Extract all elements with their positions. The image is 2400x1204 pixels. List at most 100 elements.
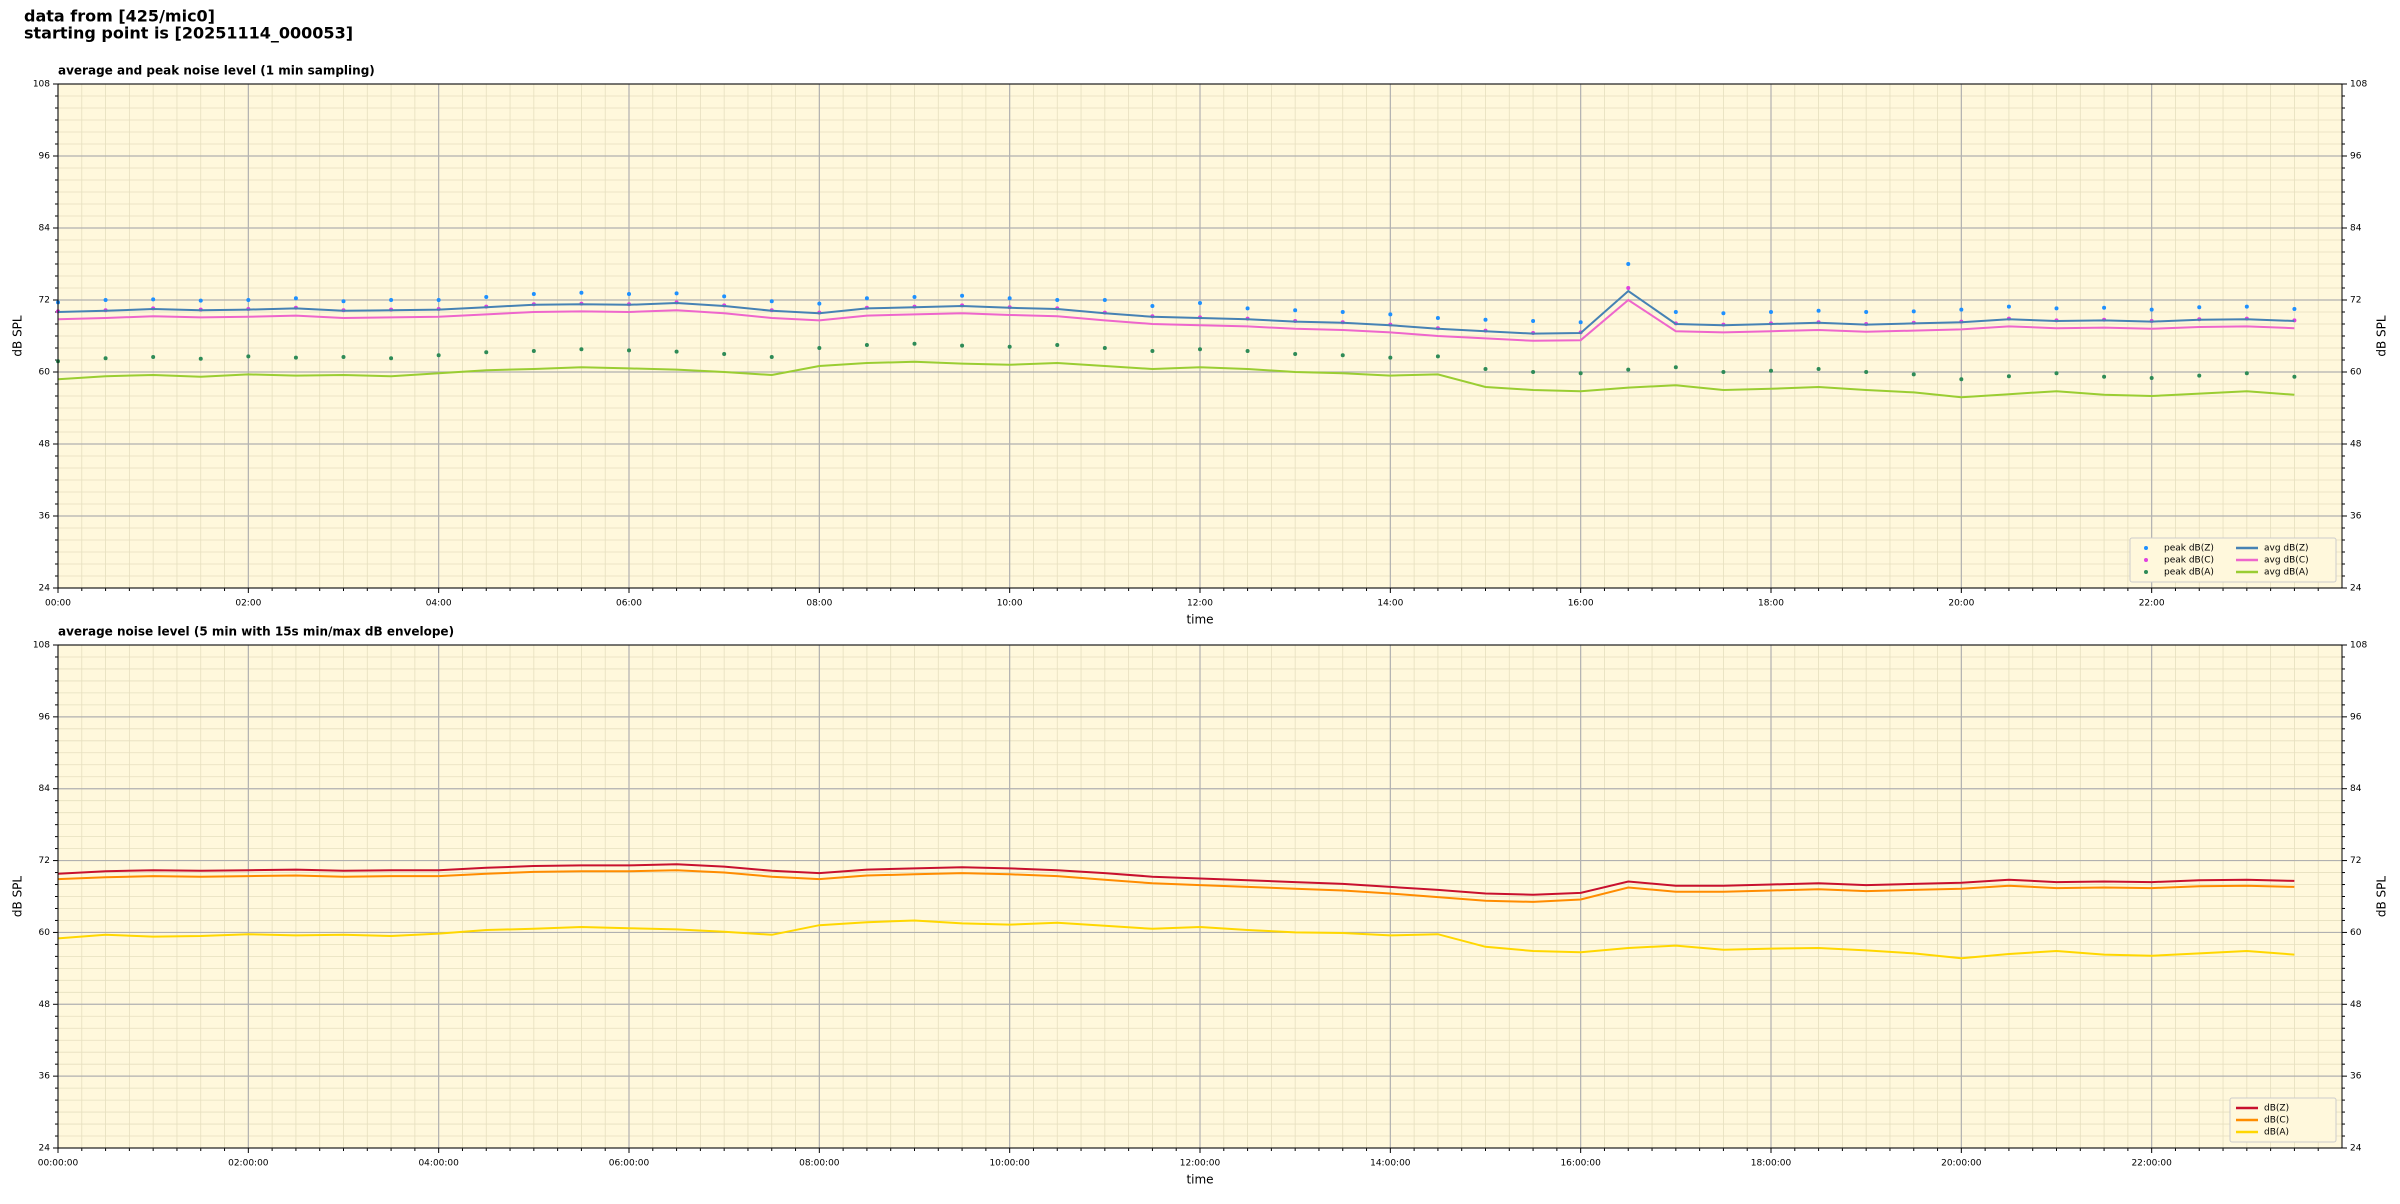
legend-marker: [2144, 558, 2148, 562]
series-line: [57, 360, 2295, 399]
peak-point: [2292, 374, 2297, 379]
legend-label: peak dB(Z): [2164, 544, 2214, 554]
peak-point: [1007, 344, 1012, 349]
peak-point: [1293, 308, 1298, 313]
y2-tick-label: 96: [2350, 712, 2362, 722]
x-tick-label: 06:00: [616, 599, 642, 609]
chart-panel: average and peak noise level (1 min samp…: [11, 64, 2389, 627]
y-tick-label: 60: [39, 368, 51, 378]
peak-point: [2149, 376, 2154, 380]
y2-tick-label: 108: [2350, 641, 2367, 651]
x-tick-label: 12:00: [1187, 599, 1213, 609]
peak-point: [1531, 370, 1536, 374]
y2-tick-label: 84: [2350, 224, 2362, 234]
peak-point: [912, 295, 917, 299]
peak-point: [436, 298, 441, 302]
peak-point: [1864, 310, 1869, 314]
peak-point: [103, 298, 108, 302]
peak-point: [1245, 349, 1250, 353]
legend-label: dB(Z): [2264, 1104, 2289, 1114]
peak-point: [1102, 298, 1107, 302]
peak-point: [1626, 262, 1631, 266]
x-axis-label: time: [1186, 1173, 1213, 1187]
y2-tick-label: 72: [2350, 856, 2361, 866]
y2-tick-label: 48: [2350, 1000, 2362, 1010]
x-tick-label: 22:00:00: [2131, 1159, 2172, 1169]
peak-point: [1578, 320, 1583, 325]
x-tick-label: 20:00:00: [1941, 1159, 1982, 1169]
x-tick-label: 20:00: [1948, 599, 1974, 609]
peak-point: [2244, 304, 2249, 309]
chart-title: average and peak noise level (1 min samp…: [58, 64, 375, 78]
peak-point: [198, 356, 203, 361]
y-axis-label: dB SPL: [11, 876, 25, 918]
x-tick-label: 16:00: [1568, 599, 1594, 609]
y-tick-label: 108: [33, 641, 50, 651]
peak-point: [817, 346, 822, 350]
peak-point: [960, 343, 965, 348]
y-tick-label: 108: [33, 80, 50, 90]
peak-point: [1864, 370, 1869, 374]
peak-point: [1816, 367, 1821, 371]
x-tick-label: 02:00:00: [228, 1159, 269, 1169]
peak-point: [864, 343, 869, 347]
plot-frame: [57, 83, 2343, 589]
peak-point: [722, 294, 727, 299]
peak-point: [341, 299, 346, 304]
peak-point: [436, 353, 441, 358]
peak-point: [1388, 355, 1393, 360]
y2-tick-label: 60: [2350, 368, 2362, 378]
x-tick-label: 12:00:00: [1180, 1159, 1221, 1169]
peak-point: [864, 296, 869, 301]
y2-axis-label: dB SPL: [2375, 315, 2389, 357]
plot-frame: [57, 644, 2343, 1149]
peak-point: [627, 292, 631, 296]
x-tick-label: 14:00: [1377, 599, 1403, 609]
peak-point: [2292, 307, 2297, 311]
series-line: [57, 298, 2295, 342]
peak-point: [1435, 354, 1440, 359]
y-tick-label: 36: [39, 1072, 51, 1082]
legend-label: dB(C): [2264, 1116, 2289, 1126]
peak-point: [103, 356, 108, 361]
y2-tick-label: 72: [2350, 296, 2361, 306]
y-tick-label: 48: [39, 1000, 51, 1010]
legend-label: peak dB(A): [2164, 568, 2214, 578]
peak-point: [912, 341, 917, 346]
peak-point: [1150, 304, 1155, 308]
peak-point: [1626, 286, 1631, 290]
peak-point: [1340, 310, 1345, 314]
peak-point: [1721, 370, 1726, 374]
peak-point: [531, 349, 536, 353]
legend: peak dB(Z) peak dB(C) peak dB(A) avg dB(Z) a…: [2129, 537, 2337, 583]
peak-point: [1483, 367, 1488, 371]
peak-point: [484, 350, 489, 355]
peak-point: [1435, 316, 1440, 320]
x-tick-label: 18:00: [1758, 599, 1784, 609]
y2-tick-label: 84: [2350, 784, 2362, 794]
peak-point: [531, 292, 536, 296]
y2-tick-label: 108: [2350, 80, 2367, 90]
y2-axis-label: dB SPL: [2375, 876, 2389, 918]
y2-tick-label: 24: [2350, 584, 2362, 594]
peak-point: [1673, 310, 1678, 314]
series-line: [57, 919, 2295, 960]
peak-point: [1102, 346, 1107, 350]
peak-point: [1673, 365, 1678, 370]
x-tick-label: 06:00:00: [609, 1159, 650, 1169]
x-tick-label: 14:00:00: [1370, 1159, 1411, 1169]
y-tick-label: 72: [39, 856, 50, 866]
peak-point: [1340, 353, 1345, 358]
legend-marker: [2144, 546, 2148, 550]
y2-tick-label: 60: [2350, 928, 2362, 938]
peak-point: [246, 298, 251, 302]
peak-point: [2006, 304, 2011, 309]
peak-point: [484, 295, 489, 299]
chart-title: average noise level (5 min with 15s min/…: [58, 625, 454, 639]
peak-point: [2054, 371, 2059, 376]
peak-point: [579, 290, 584, 295]
y-tick-label: 24: [39, 584, 51, 594]
y2-tick-label: 96: [2350, 152, 2362, 162]
